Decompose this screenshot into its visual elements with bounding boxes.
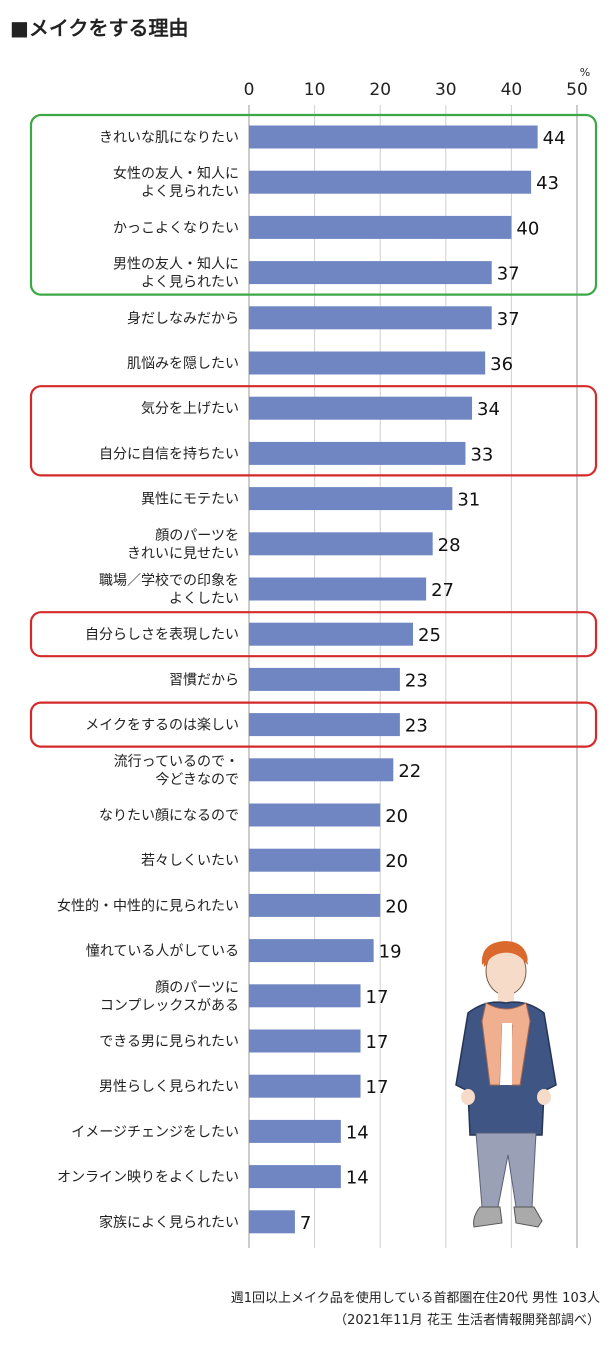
category-label: 習慣だから <box>169 671 239 688</box>
category-label: 女性の友人・知人によく見られたい <box>113 165 239 200</box>
bar <box>249 125 538 149</box>
x-tick-label: 40 <box>501 80 523 100</box>
bar <box>249 396 473 420</box>
category-labels: きれいな肌になりたい女性の友人・知人によく見られたいかっこよくなりたい男性の友人… <box>57 130 239 1231</box>
category-label: 流行っているので・今どきなので <box>114 754 239 788</box>
value-label: 20 <box>385 806 408 827</box>
x-tick-label: 30 <box>435 80 457 100</box>
value-label: 14 <box>346 1168 369 1189</box>
value-label: 14 <box>346 1122 369 1143</box>
bar <box>249 939 374 963</box>
bar <box>249 803 381 827</box>
bar <box>249 713 400 737</box>
value-label: 40 <box>516 218 539 239</box>
category-label: きれいな肌になりたい <box>99 130 239 146</box>
bar <box>249 306 492 330</box>
bar <box>249 170 532 194</box>
red-highlight-box <box>29 701 598 748</box>
category-label: 顔のパーツにコンプレックスがある <box>100 980 239 1014</box>
value-label: 27 <box>431 580 454 601</box>
footnote-line-1: 週1回以上メイク品を使用している首都圏在住20代 男性 103人 <box>230 1291 600 1306</box>
bar <box>249 848 381 872</box>
unit-label: % <box>580 66 590 79</box>
bar <box>249 622 413 646</box>
value-label: 23 <box>405 716 428 737</box>
x-tick-label: 50 <box>566 80 588 100</box>
bar <box>249 1074 361 1098</box>
bar <box>249 1029 361 1053</box>
bar <box>249 261 492 285</box>
value-label: 20 <box>385 896 408 917</box>
category-label: 肌悩みを隠したい <box>127 356 239 372</box>
category-label: 身だしなみだから <box>127 311 239 327</box>
bar <box>249 215 512 239</box>
value-label: 17 <box>366 1032 389 1053</box>
value-label: 17 <box>366 987 389 1008</box>
category-label: 若々しくいたい <box>141 853 239 869</box>
footnote-line-2: （2021年11月 花王 生活者情報開発部調べ） <box>334 1313 600 1328</box>
bar <box>249 667 400 691</box>
category-label: 憧れている人がしている <box>86 944 239 960</box>
category-label: 顔のパーツをきれいに見せたい <box>127 528 239 562</box>
value-label: 43 <box>536 173 559 194</box>
bar <box>249 577 427 601</box>
category-label: できる男に見られたい <box>99 1034 239 1050</box>
value-labels: 44 43 40 37 37 36 34 33 31 28 27 25 23 23 22 20 20 20 19 17… <box>300 128 566 1234</box>
green-highlight-box <box>29 113 598 296</box>
value-label: 33 <box>470 444 493 465</box>
man-illustration <box>455 941 557 1228</box>
value-label: 28 <box>438 535 461 556</box>
value-label: 22 <box>398 761 421 782</box>
x-tick-label: 0 <box>244 80 255 100</box>
bar <box>249 487 453 511</box>
x-tick-label: 20 <box>369 80 391 100</box>
category-label: 家族によく見られたい <box>99 1214 239 1231</box>
bar <box>249 351 486 375</box>
x-axis: 0 10 20 30 40 50% <box>244 66 591 100</box>
bar <box>249 441 466 465</box>
chart-title: ■メイクをする理由 <box>10 16 189 40</box>
category-label: 男性らしく見られたい <box>99 1079 239 1095</box>
category-label: イメージチェンジをしたい <box>71 1124 239 1140</box>
value-label: 23 <box>405 670 428 691</box>
x-tick-label: 10 <box>304 80 326 100</box>
category-label: 気分を上げたい <box>141 401 239 417</box>
value-label: 20 <box>385 851 408 872</box>
bar <box>249 893 381 917</box>
bar <box>249 1119 341 1143</box>
category-label: なりたい顔になるので <box>99 808 239 824</box>
category-label: メイクをするのは楽しい <box>85 718 239 734</box>
value-label: 25 <box>418 625 441 646</box>
value-label: 37 <box>497 309 520 330</box>
value-label: 34 <box>477 399 500 420</box>
category-label: 異性にモテたい <box>141 492 239 508</box>
value-label: 44 <box>543 128 566 149</box>
value-label: 31 <box>457 490 480 511</box>
category-label: 男性の友人・知人によく見られたい <box>113 256 239 291</box>
red-highlight-box <box>29 611 598 658</box>
bars <box>249 125 538 1234</box>
category-label: 職場／学校での印象をよくしたい <box>99 572 239 607</box>
footnote: 週1回以上メイク品を使用している首都圏在住20代 男性 103人 （2021年1… <box>231 1288 600 1332</box>
highlight-boxes <box>29 113 598 748</box>
value-label: 37 <box>497 264 520 285</box>
bar <box>249 758 394 782</box>
category-label: オンライン映りをよくしたい <box>57 1170 239 1186</box>
category-label: 自分らしさを表現したい <box>85 627 239 643</box>
category-label: かっこよくなりたい <box>113 220 239 236</box>
value-label: 17 <box>366 1077 389 1098</box>
value-label: 36 <box>490 354 513 375</box>
value-label: 19 <box>379 942 402 963</box>
category-label: 自分に自信を持ちたい <box>99 446 239 462</box>
value-label: 7 <box>300 1213 311 1234</box>
bar <box>249 1165 341 1189</box>
category-label: 女性的・中性的に見られたい <box>57 897 239 914</box>
bar <box>249 532 433 556</box>
bar <box>249 1210 295 1234</box>
red-highlight-box <box>29 385 598 477</box>
bar <box>249 984 361 1008</box>
